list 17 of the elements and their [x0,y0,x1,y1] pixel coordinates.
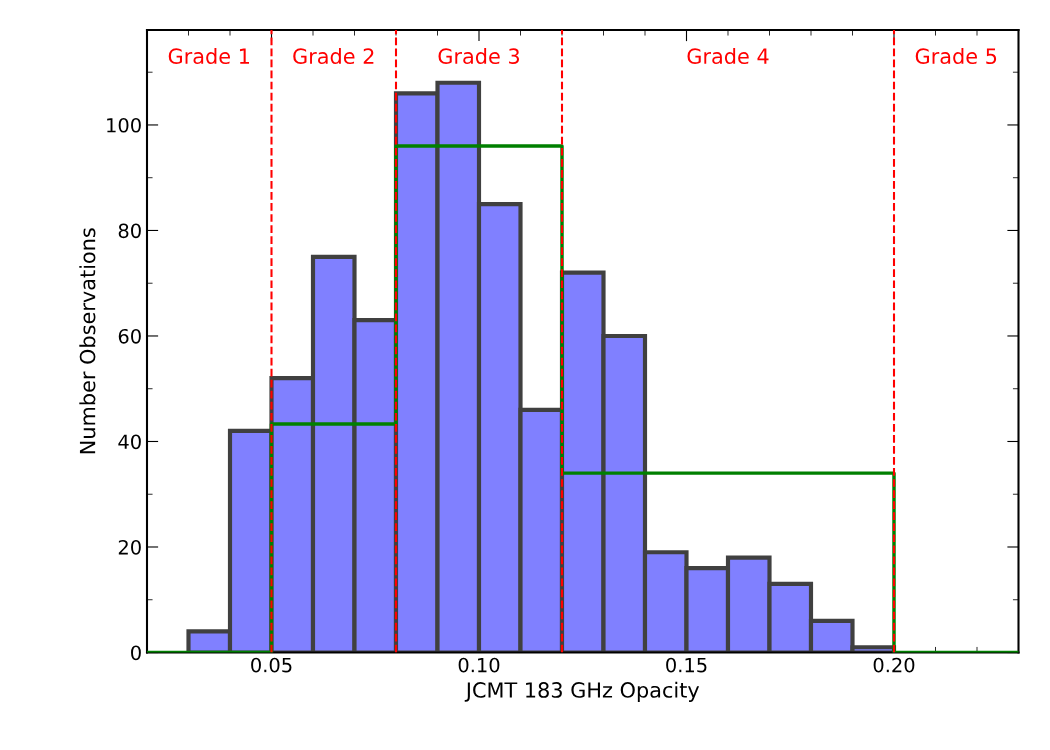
y-tick-label: 20 [118,539,141,555]
x-tick-label: 0.10 [458,657,500,673]
y-tick-label: 0 [131,645,141,661]
x-tick-label: 0.20 [873,657,915,673]
x-tick-label: 0.15 [666,657,707,673]
annotation: Grade 5 [915,47,997,65]
y-tick-label: 40 [118,434,141,450]
y-axis-title: Number Observations [79,228,96,454]
y-tick-label: 100 [107,117,141,133]
y-tick-label: 60 [118,328,141,344]
annotation: Grade 4 [687,47,769,65]
x-axis-title: JCMT 183 GHz Opacity [464,681,700,702]
annotation: Grade 1 [168,47,250,65]
y-tick-label: 80 [118,223,141,239]
x-tick-label: 0.05 [251,657,292,673]
annotation: Grade 3 [438,47,520,65]
annotation: Grade 2 [293,47,374,65]
